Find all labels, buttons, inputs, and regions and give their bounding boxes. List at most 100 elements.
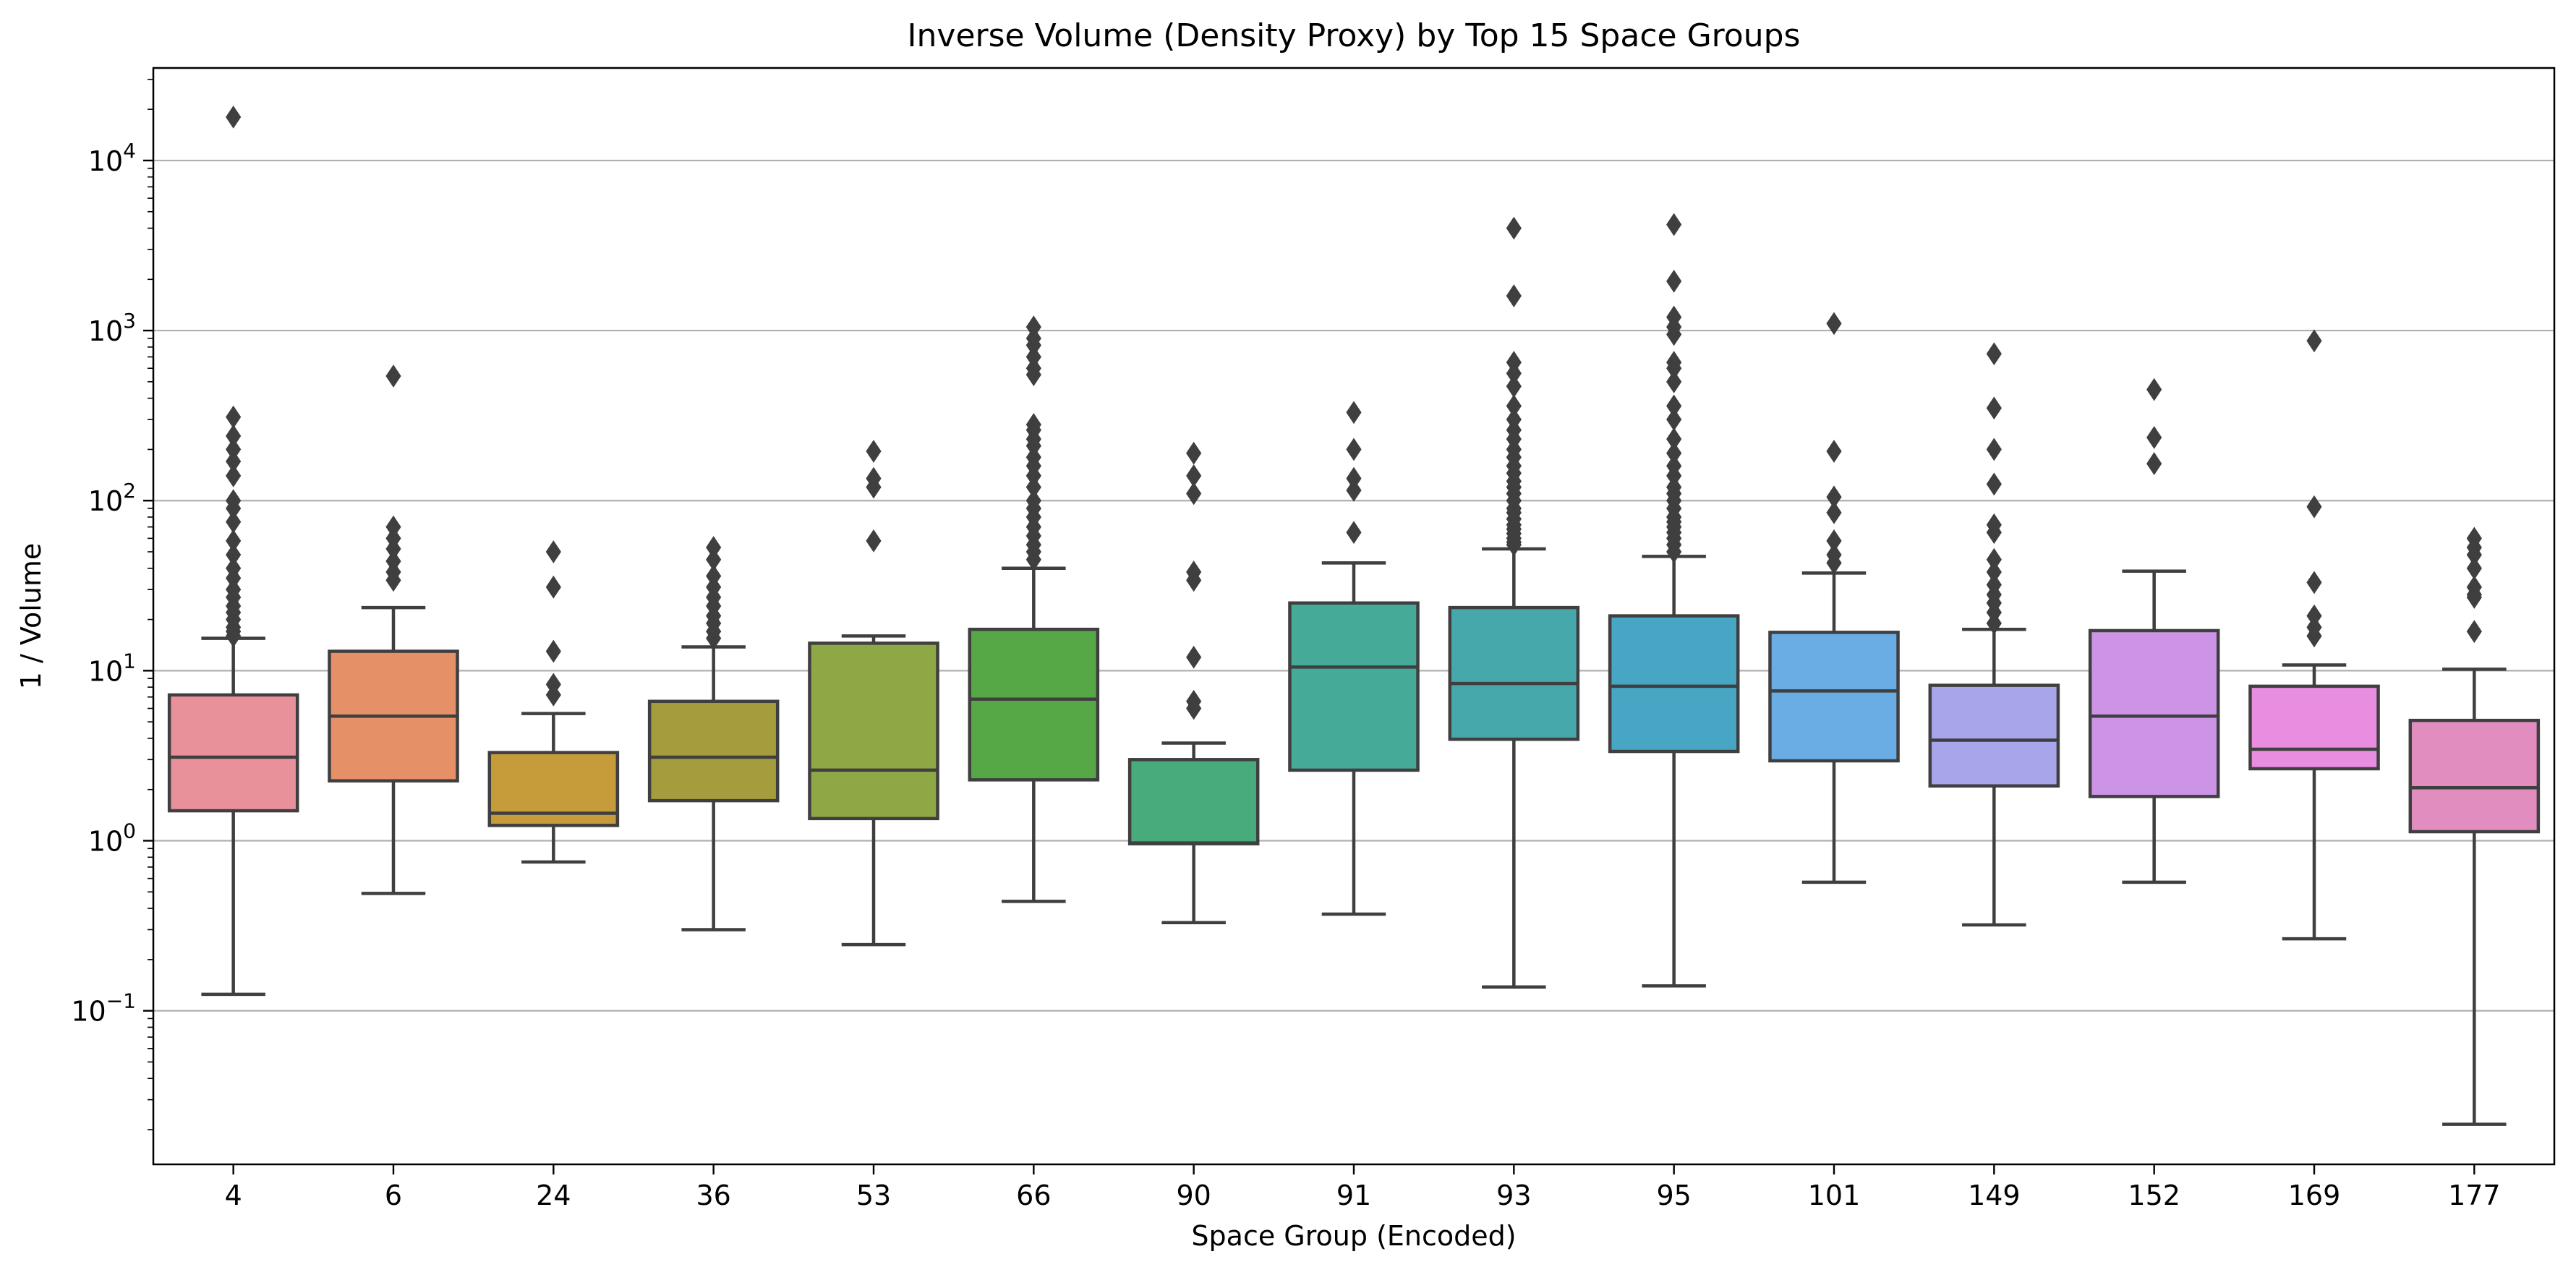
outlier-point [866,529,882,553]
outlier-point [226,106,242,129]
outlier-point [2306,624,2322,648]
y-tick-label: 100 [88,819,136,858]
box-group-53 [808,440,939,947]
box-group-4 [167,106,299,997]
iqr-box [2408,718,2541,834]
box-group-152 [2088,378,2220,884]
outlier-point [2306,329,2322,353]
box-group-66 [968,315,1100,903]
outlier-point [1346,479,1362,502]
box-group-95 [1608,213,1740,988]
outlier-point [1986,396,2002,420]
outlier-point [1666,269,1682,293]
outlier-point [866,475,882,499]
x-tick-label: 101 [1808,1180,1861,1211]
box-group-6 [328,364,459,895]
y-tick-label: 103 [88,309,136,347]
iqr-box [167,693,299,813]
outlier-point [866,440,882,463]
outlier-point [2146,378,2162,401]
box-group-149 [1928,342,2060,927]
iqr-box [2088,628,2220,798]
outlier-point [2146,426,2162,449]
outlier-point [1186,482,1202,506]
box-group-169 [2248,329,2380,941]
outlier-point [2146,452,2162,475]
y-tick-label: 10−1 [71,989,136,1028]
x-tick-label: 36 [696,1180,730,1211]
x-tick-label: 91 [1336,1180,1371,1211]
x-tick-label: 24 [536,1180,571,1211]
x-tick-label: 152 [2128,1180,2180,1211]
iqr-box [1127,758,1260,845]
outlier-point [1025,363,1041,387]
iqr-box [647,699,780,803]
x-tick-label: 177 [2448,1180,2501,1211]
iqr-box [968,627,1100,782]
outlier-point [1986,342,2002,366]
outlier-point [1826,500,1842,524]
outlier-point [1666,370,1682,393]
y-tick-label: 104 [88,139,136,177]
box-group-91 [1288,401,1420,916]
outlier-point [1986,521,2002,545]
y-tick-label: 101 [88,649,136,687]
iqr-box [808,641,939,821]
outlier-point [1506,284,1522,307]
outlier-point [545,575,561,599]
outlier-point [1346,521,1362,545]
outlier-point [545,639,561,663]
box-group-90 [1127,441,1260,924]
x-axis-label: Space Group (Encoded) [1191,1220,1516,1252]
box-group-93 [1448,216,1580,989]
x-tick-label: 53 [856,1180,891,1211]
outlier-point [385,568,401,592]
x-axis: 4 6 24 36 53 66 90 91 93 95 101 149 152 169 177 [225,1164,2501,1211]
iqr-box [1928,683,2060,788]
outlier-point [1666,323,1682,346]
iqr-box [1288,601,1420,772]
x-tick-label: 149 [1968,1180,2021,1211]
x-tick-label: 90 [1176,1180,1211,1211]
y-tick-label: 102 [88,479,136,517]
box-series [167,106,2541,1126]
outlier-point [545,540,561,563]
x-tick-label: 6 [385,1180,402,1211]
outlier-point [1506,533,1522,557]
iqr-box [1448,605,1580,741]
y-axis-label: 1 / Volume [15,543,47,689]
outlier-point [1186,441,1202,465]
outlier-point [1826,440,1842,463]
box-group-36 [647,536,780,931]
outlier-point [1346,401,1362,425]
x-tick-label: 95 [1656,1180,1691,1211]
outlier-point [226,464,242,487]
outlier-point [545,683,561,707]
box-group-101 [1768,312,1900,884]
outlier-point [2306,495,2322,519]
outlier-point [1346,438,1362,461]
outlier-point [2306,571,2322,594]
iqr-box [2248,684,2380,771]
outlier-point [1666,213,1682,236]
outlier-point [1986,611,2002,635]
box-group-24 [487,540,620,864]
outlier-point [1186,645,1202,669]
outlier-point [2466,620,2482,644]
outlier-point [706,626,722,650]
outlier-point [1025,547,1041,571]
iqr-box [1768,631,1900,763]
outlier-point [385,364,401,388]
outlier-point [1986,472,2002,496]
outlier-point [1186,568,1202,592]
y-axis: 10−1 100 101 102 103 104 [71,78,153,1130]
outlier-point [2466,586,2482,609]
outlier-point [226,624,242,648]
box-group-177 [2408,526,2541,1126]
outlier-point [1986,438,2002,461]
outlier-point [1826,312,1842,336]
x-tick-label: 93 [1496,1180,1531,1211]
chart-title: Inverse Volume (Density Proxy) by Top 15… [908,17,1801,54]
outlier-point [1506,216,1522,240]
